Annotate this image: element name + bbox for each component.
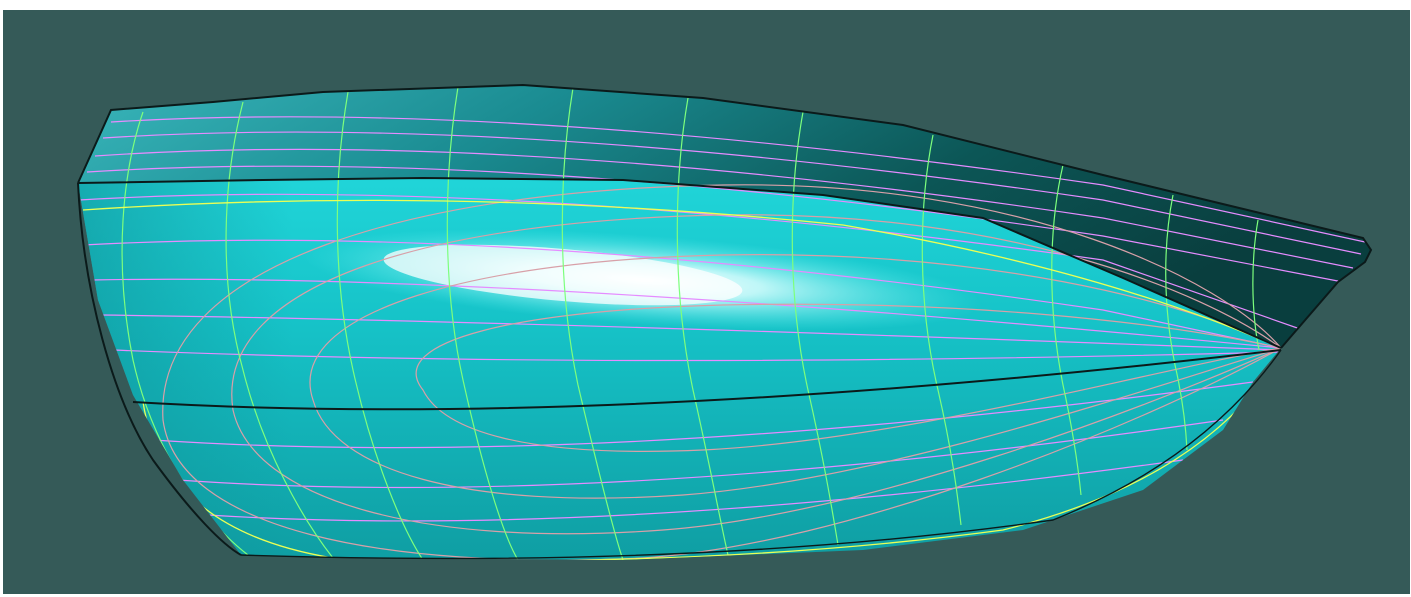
hull-edges	[77, 83, 1373, 560]
station-grid	[121, 86, 1260, 560]
3d-viewport[interactable]	[3, 10, 1410, 594]
hull-surface[interactable]	[73, 85, 1371, 560]
waterline-grid	[78, 116, 1366, 522]
model-render[interactable]	[3, 10, 1410, 594]
sheer-lines	[82, 199, 1282, 560]
